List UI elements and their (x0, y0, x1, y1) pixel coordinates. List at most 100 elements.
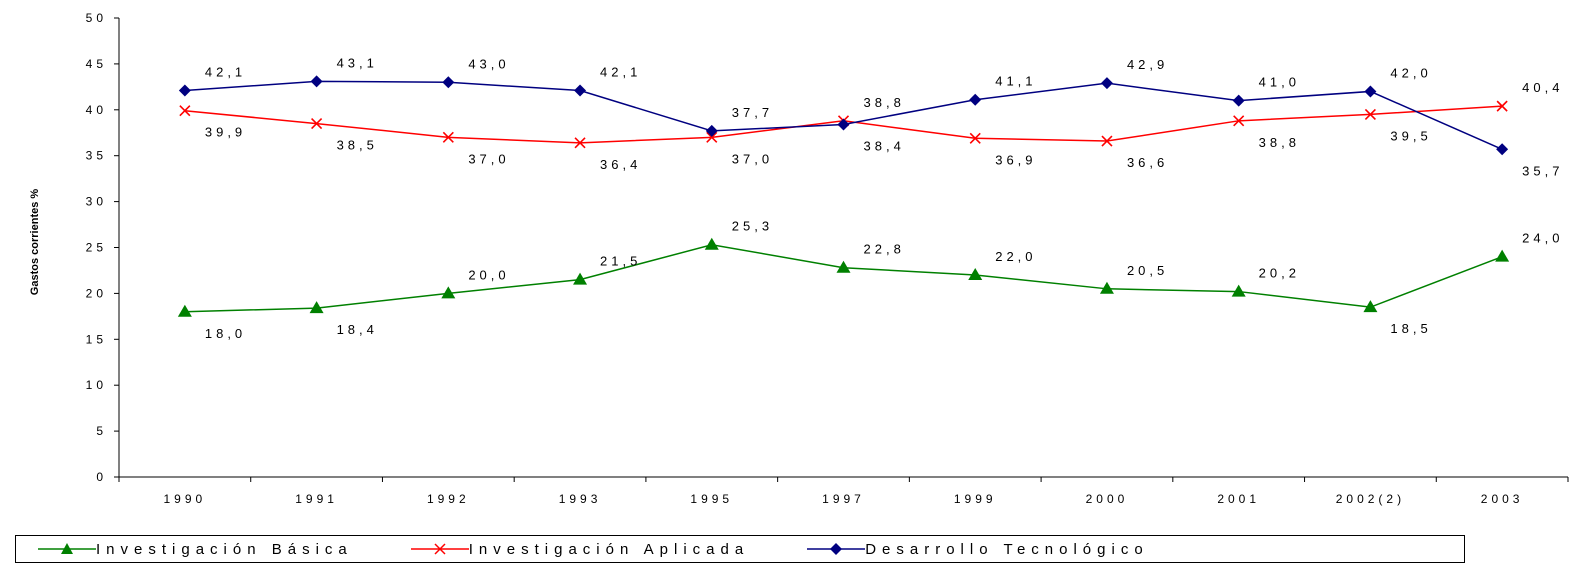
x-tick-label: 2003 (1481, 492, 1524, 506)
data-label: 36,9 (995, 152, 1036, 167)
triangle-marker (968, 268, 983, 281)
x-marker (1364, 108, 1376, 120)
diamond-marker-icon (807, 543, 866, 555)
y-tick-label: 5 (96, 424, 107, 438)
data-label: 25,3 (732, 219, 773, 234)
triangle-marker (704, 237, 719, 250)
data-label: 18,5 (1390, 321, 1431, 336)
data-label: 42,9 (1127, 57, 1168, 72)
x-marker (311, 118, 323, 130)
data-label: 42,1 (205, 65, 246, 80)
legend: Investigación Básica Investigación Aplic… (15, 535, 1465, 563)
data-label: 41,0 (1259, 75, 1300, 90)
series-line (184, 80, 1503, 150)
data-label: 38,5 (337, 138, 378, 153)
data-label: 37,0 (732, 151, 773, 166)
x-marker (969, 132, 981, 144)
y-tick-label: 45 (86, 57, 107, 71)
x-marker (442, 131, 454, 143)
x-tick-label: 1995 (690, 492, 733, 506)
diamond-marker (705, 124, 718, 137)
y-tick-labels: 0 5 10 15 20 25 30 35 40 45 50 (86, 11, 107, 484)
triangle-marker (1231, 284, 1246, 297)
diamond-marker (442, 76, 455, 89)
data-labels: 18,0 18,4 20,0 21,5 25,3 22,8 22,0 20,5 20,2 18,5… (205, 55, 1563, 341)
x-tick-label: 1992 (427, 492, 470, 506)
y-tick-label: 25 (86, 241, 107, 255)
x-marker (706, 131, 718, 143)
legend-label: Investigación Básica (96, 540, 353, 558)
data-label: 43,0 (468, 56, 509, 71)
data-label: 39,9 (205, 125, 246, 140)
x-marker (1496, 100, 1508, 112)
x-tick-labels: 1990 1991 1992 1993 1995 1997 1999 2000 2001 2002… (164, 492, 1524, 506)
diamond-marker (178, 84, 191, 97)
x-tick-label: 1990 (164, 492, 207, 506)
data-label: 22,8 (864, 242, 905, 257)
legend-item-investigacion-aplicada: Investigación Aplicada (410, 540, 750, 558)
triangle-marker (836, 260, 851, 273)
data-label: 40,4 (1522, 80, 1563, 95)
diamond-marker (1100, 77, 1113, 90)
data-label: 36,6 (1127, 155, 1168, 170)
data-label: 42,0 (1390, 65, 1431, 80)
y-tick-label: 30 (86, 195, 107, 209)
legend-label: Desarrollo Tecnológico (865, 540, 1149, 558)
data-label: 18,0 (205, 326, 246, 341)
y-tick-label: 40 (86, 103, 107, 117)
data-label: 37,0 (468, 151, 509, 166)
data-label: 38,8 (1259, 135, 1300, 150)
data-label: 20,0 (468, 267, 509, 282)
x-marker-icon (410, 543, 469, 555)
data-label: 38,4 (864, 138, 905, 153)
x-tick-label: 2000 (1086, 492, 1129, 506)
x-tick-label: 1999 (954, 492, 997, 506)
data-label: 38,8 (864, 95, 905, 110)
triangle-marker-icon (38, 543, 96, 554)
y-tick-label: 20 (86, 286, 107, 300)
data-label: 18,4 (337, 322, 378, 337)
diamond-marker (969, 93, 982, 106)
x-tick-label: 1991 (295, 492, 338, 506)
x-marker (1101, 135, 1113, 147)
x-marker (179, 105, 191, 117)
y-tick-label: 10 (86, 378, 107, 392)
data-label: 42,1 (600, 65, 641, 80)
data-label: 39,5 (1390, 128, 1431, 143)
triangle-marker (573, 272, 588, 285)
data-label: 35,7 (1522, 163, 1563, 178)
triangle-marker (1099, 281, 1114, 294)
legend-item-desarrollo-tecnologico: Desarrollo Tecnológico (807, 541, 1148, 558)
triangle-marker (1495, 249, 1510, 262)
triangle-marker (441, 286, 456, 299)
y-tick-label: 0 (96, 470, 107, 484)
data-label: 41,1 (995, 74, 1036, 89)
x-tick-label: 1993 (559, 492, 602, 506)
series-desarrollo-tecnol-gico (178, 75, 1509, 156)
data-label: 36,4 (600, 157, 641, 172)
triangle-marker (177, 304, 192, 317)
legend-label: Investigación Aplicada (468, 540, 750, 558)
data-label: 37,7 (732, 105, 773, 120)
series-investigaci-n-b-sica (177, 237, 1510, 317)
data-label: 43,1 (337, 55, 378, 70)
diamond-marker (574, 84, 587, 97)
x-marker (574, 137, 586, 149)
diamond-marker (1232, 94, 1245, 107)
y-tick-label: 35 (86, 149, 107, 163)
y-tick-label: 15 (86, 332, 107, 346)
series-layer (177, 75, 1510, 317)
x-tick-label: 2001 (1217, 492, 1260, 506)
triangle-marker (1363, 300, 1378, 313)
legend-item-investigacion-basica: Investigación Básica (38, 541, 353, 558)
data-label: 20,5 (1127, 263, 1168, 278)
data-label: 24,0 (1522, 231, 1563, 246)
series-line (184, 243, 1503, 313)
triangle-marker (309, 301, 324, 314)
data-label: 20,2 (1259, 266, 1300, 281)
y-axis-label: Gastos corrientes % (29, 189, 41, 296)
y-tick-label: 50 (86, 11, 107, 25)
x-tick-label: 1997 (822, 492, 865, 506)
x-tick-label: 2002(2) (1336, 492, 1405, 506)
